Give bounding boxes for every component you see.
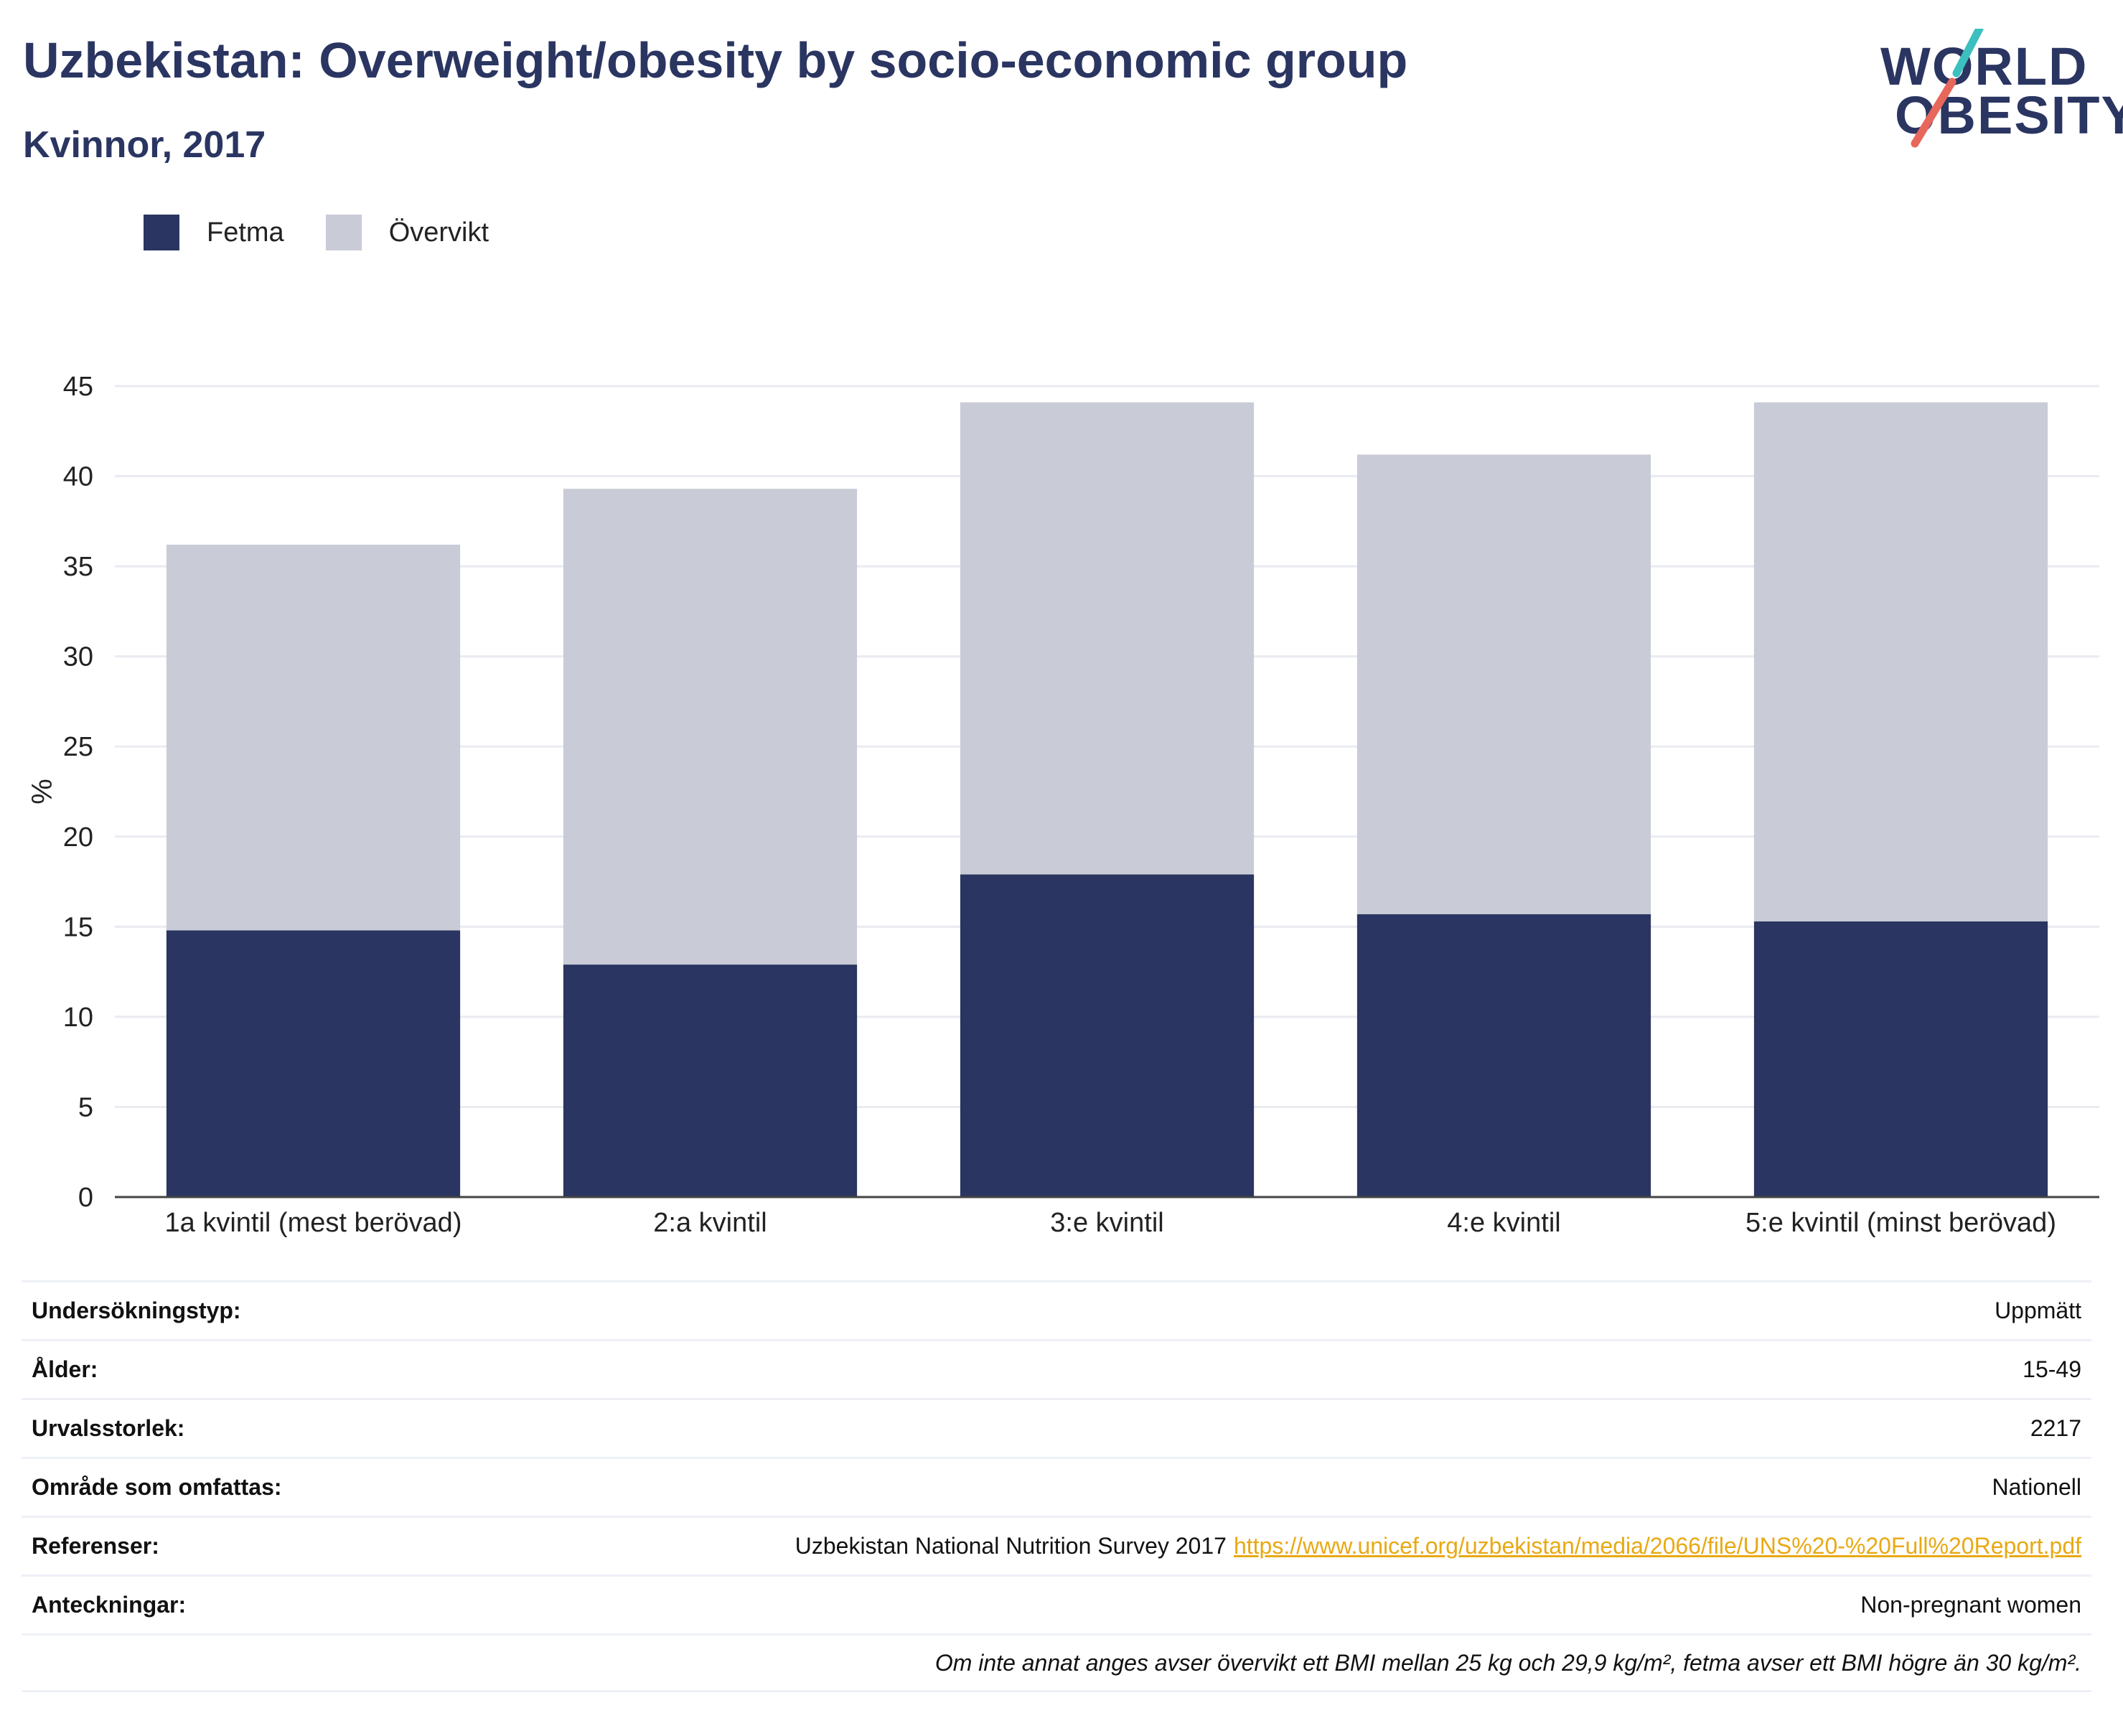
y-tick-label: 20 (63, 822, 93, 853)
y-tick-label: 10 (63, 1003, 93, 1033)
bar-fetma (960, 874, 1255, 1197)
y-axis-label: % (27, 779, 58, 804)
info-row-age: Ålder: 15-49 (22, 1339, 2091, 1398)
info-key: Anteckningar: (32, 1592, 187, 1618)
legend-swatch-fetma (144, 215, 179, 250)
x-tick-label: 1a kvintil (mest berövad) (165, 1208, 462, 1238)
info-key: Ålder: (32, 1356, 98, 1382)
bar-overvikt (1356, 454, 1651, 914)
y-tick-label: 30 (63, 642, 93, 672)
info-value: Uppmätt (1995, 1298, 2081, 1323)
y-tick-label: 5 (78, 1092, 93, 1122)
bar-fetma (166, 930, 461, 1197)
y-tick-label: 45 (63, 372, 93, 402)
x-tick-label: 2:a kvintil (653, 1208, 767, 1238)
world-obesity-logo: WORLD OBESITY (1866, 29, 2123, 158)
legend-item-fetma[interactable]: Fetma (144, 215, 284, 250)
info-key: Undersökningstyp: (32, 1298, 241, 1323)
y-tick-label: 25 (63, 732, 93, 762)
survey-info-table: Undersökningstyp: Uppmätt Ålder: 15-49 U… (22, 1280, 2091, 1692)
x-tick-label: 3:e kvintil (1050, 1208, 1163, 1238)
info-row-sample-size: Urvalsstorlek: 2217 (22, 1398, 2091, 1457)
stacked-bar-chart: 0 5 10 15 20 25 30 35 40 45% 1a kvintil (mest berö… (27, 372, 2099, 1238)
y-tick-label: 15 (63, 912, 93, 942)
x-tick-label: 5:e kvintil (minst berövad) (1745, 1208, 2056, 1238)
legend-label-overvikt: Övervikt (388, 217, 489, 248)
bar-fetma (1356, 914, 1651, 1197)
reference-link[interactable]: https://www.unicef.org/uzbekistan/media/… (1233, 1533, 2081, 1559)
bar-overvikt (166, 544, 461, 931)
info-row-area: Område som omfattas: Nationell (22, 1457, 2091, 1516)
info-key: Område som omfattas: (32, 1474, 282, 1500)
info-row-references: Referenser: Uzbekistan National Nutritio… (22, 1516, 2091, 1575)
bar-fetma (1753, 921, 2048, 1197)
y-tick-label: 35 (63, 552, 93, 582)
legend-item-overvikt[interactable]: Övervikt (325, 215, 489, 250)
info-value: Uzbekistan National Nutrition Survey 201… (795, 1533, 2081, 1559)
info-value: 2217 (2030, 1415, 2081, 1441)
legend-label-fetma: Fetma (207, 217, 284, 248)
info-value: 15-49 (2023, 1356, 2081, 1382)
logo-line-1: WORLD (1880, 37, 2089, 96)
bar-overvikt (1753, 402, 2048, 921)
page-title: Uzbekistan: Overweight/obesity by socio-… (23, 32, 1408, 88)
bmi-footnote: Om inte annat anges avser övervikt ett B… (934, 1649, 2081, 1676)
legend-swatch-overvikt (325, 215, 362, 250)
info-value: Nationell (1992, 1474, 2081, 1500)
y-tick-label: 0 (78, 1183, 93, 1213)
bar-overvikt (563, 489, 858, 965)
bar-overvikt (960, 402, 1255, 875)
info-key: Urvalsstorlek: (32, 1415, 185, 1441)
bar-fetma (563, 965, 858, 1197)
info-row-footnote: Om inte annat anges avser övervikt ett B… (22, 1633, 2091, 1692)
logo-slash-icon (1911, 29, 1984, 148)
info-row-survey-type: Undersökningstyp: Uppmätt (22, 1280, 2091, 1339)
info-key: Referenser: (32, 1533, 159, 1559)
chart-legend: Fetma Övervikt (144, 211, 530, 254)
info-row-notes: Anteckningar: Non-pregnant women (22, 1575, 2091, 1633)
page-subtitle: Kvinnor, 2017 (23, 124, 266, 166)
reference-text: Uzbekistan National Nutrition Survey 201… (795, 1533, 1227, 1559)
y-tick-label: 40 (63, 462, 93, 492)
info-value: Non-pregnant women (1860, 1592, 2081, 1618)
x-tick-label: 4:e kvintil (1447, 1208, 1560, 1238)
